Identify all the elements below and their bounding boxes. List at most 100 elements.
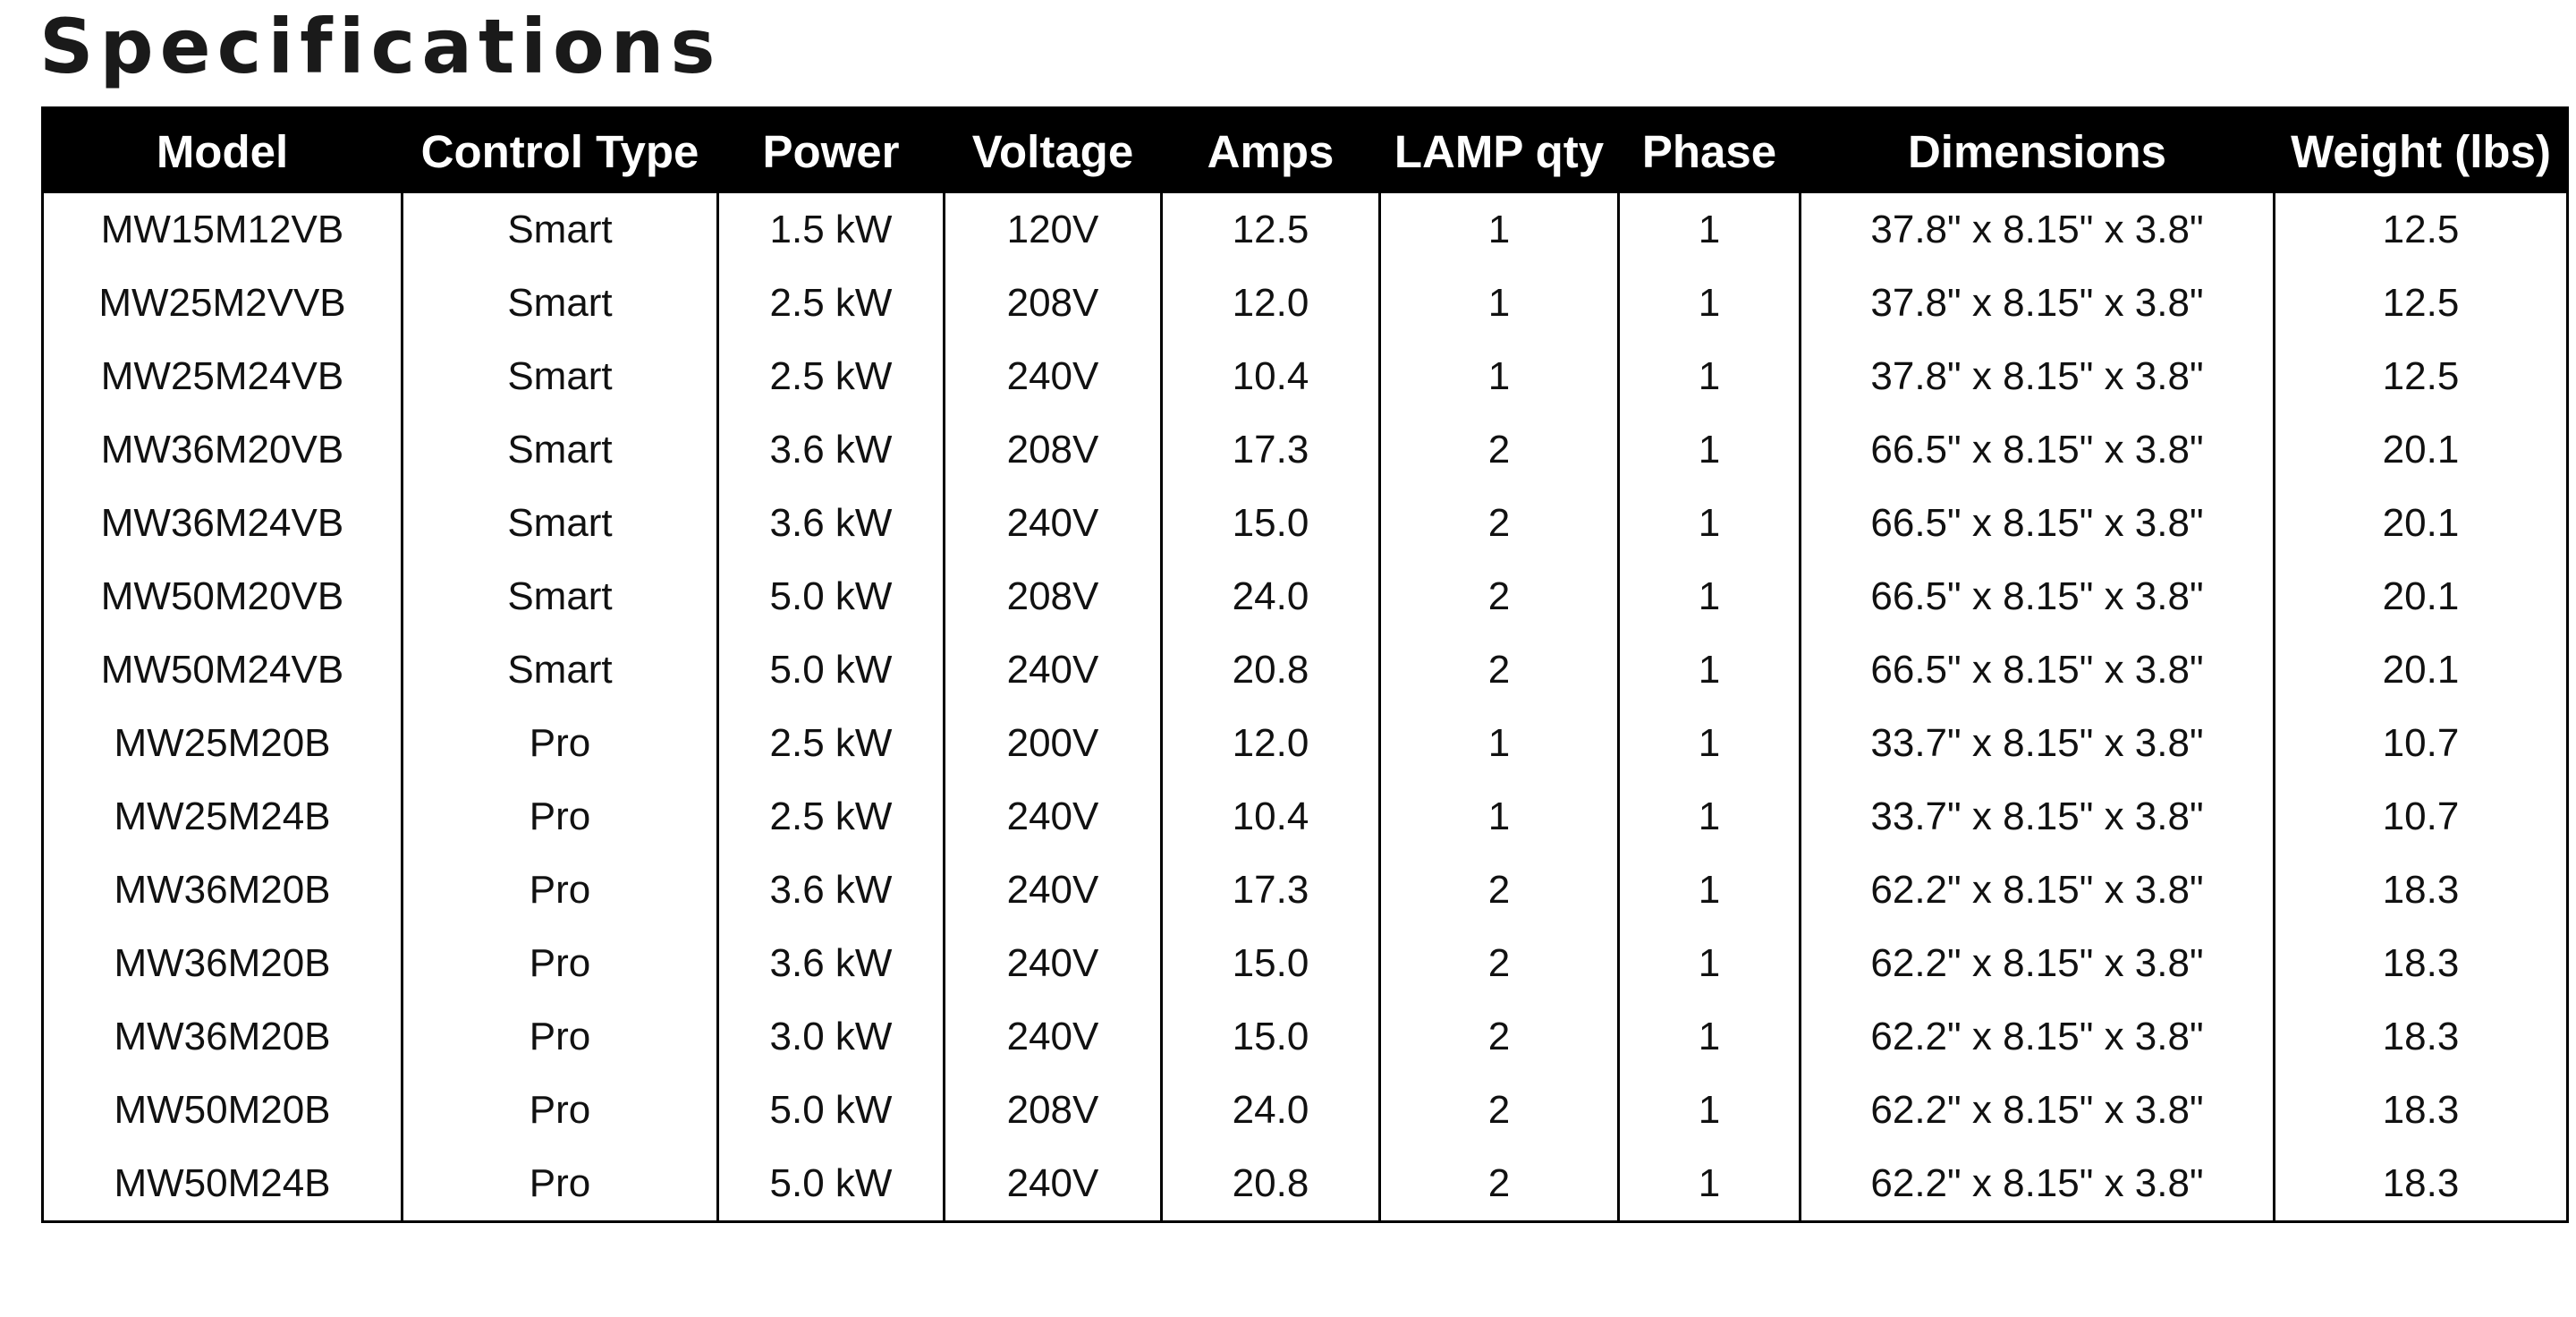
table-cell: 208V [943, 267, 1162, 340]
table-cell: 1 [1378, 707, 1619, 780]
table-cell: 12.5 [1160, 193, 1380, 267]
table-cell: 10.4 [1160, 340, 1380, 413]
column-header: Amps [1160, 107, 1380, 193]
table-cell: 24.0 [1160, 1074, 1380, 1147]
table-cell: Smart [401, 560, 718, 633]
table-cell: MW36M20B [41, 854, 402, 927]
column-header: Dimensions [1799, 107, 2275, 193]
table-cell: 208V [943, 413, 1162, 487]
table-cell: 33.7" x 8.15" x 3.8" [1799, 780, 2275, 854]
table-cell: 2.5 kW [716, 707, 945, 780]
table-cell: 2 [1378, 560, 1619, 633]
table-cell: Pro [401, 854, 718, 927]
table-cell: MW36M20B [41, 927, 402, 1000]
column-header: Weight (lbs) [2273, 107, 2568, 193]
table-cell: 20.1 [2273, 413, 2568, 487]
table-cell: 2 [1378, 854, 1619, 927]
table-cell: 1 [1617, 193, 1801, 267]
table-cell: Pro [401, 1074, 718, 1147]
table-row: MW36M20B Pro 3.6 kW 240V 17.3 2 1 62.2" x 8.15"… [41, 854, 2568, 927]
table-cell: 5.0 kW [716, 1074, 945, 1147]
table-cell: Pro [401, 927, 718, 1000]
table-cell: 66.5" x 8.15" x 3.8" [1799, 487, 2275, 560]
table-cell: 1 [1617, 560, 1801, 633]
table-cell: Smart [401, 267, 718, 340]
table-cell: Smart [401, 487, 718, 560]
column-header: Model [41, 107, 402, 193]
table-cell: 1 [1378, 193, 1619, 267]
table-cell: 1 [1617, 633, 1801, 707]
table-cell: 24.0 [1160, 560, 1380, 633]
table-row: MW50M24VB Smart 5.0 kW 240V 20.8 2 1 66.5" x 8.… [41, 633, 2568, 707]
table-cell: 1 [1617, 854, 1801, 927]
table-body: MW15M12VB Smart 1.5 kW 120V 12.5 1 1 37.8" x 8.… [41, 193, 2568, 1222]
table-cell: 12.0 [1160, 267, 1380, 340]
table-cell: 62.2" x 8.15" x 3.8" [1799, 854, 2275, 927]
table-cell: 1 [1378, 780, 1619, 854]
table-cell: 17.3 [1160, 854, 1380, 927]
table-cell: Pro [401, 1000, 718, 1074]
table-cell: 3.6 kW [716, 413, 945, 487]
table-cell: 1 [1378, 267, 1619, 340]
table-cell: 62.2" x 8.15" x 3.8" [1799, 927, 2275, 1000]
spec-table: Model Control Type Power Voltage Amps LAMP qt… [41, 106, 2569, 1223]
table-cell: MW25M2VVB [41, 267, 402, 340]
table-cell: 1 [1378, 340, 1619, 413]
table-cell: 20.8 [1160, 633, 1380, 707]
table-cell: Pro [401, 707, 718, 780]
table-cell: MW25M20B [41, 707, 402, 780]
table-cell: 240V [943, 780, 1162, 854]
table-cell: Smart [401, 340, 718, 413]
table-row: MW50M20B Pro 5.0 kW 208V 24.0 2 1 62.2" x 8.15"… [41, 1074, 2568, 1147]
table-cell: 3.6 kW [716, 854, 945, 927]
table-cell: 15.0 [1160, 1000, 1380, 1074]
table-cell: 1 [1617, 1000, 1801, 1074]
table-row: MW50M20VB Smart 5.0 kW 208V 24.0 2 1 66.5" x 8.… [41, 560, 2568, 633]
table-cell: 12.5 [2273, 193, 2568, 267]
table-cell: MW50M20VB [41, 560, 402, 633]
table-cell: 2.5 kW [716, 780, 945, 854]
table-cell: 12.0 [1160, 707, 1380, 780]
table-cell: 2.5 kW [716, 267, 945, 340]
table-cell: 2 [1378, 487, 1619, 560]
table-row: MW25M20B Pro 2.5 kW 200V 12.0 1 1 33.7" x 8.15"… [41, 707, 2568, 780]
table-cell: 1 [1617, 927, 1801, 1000]
table-cell: 240V [943, 854, 1162, 927]
table-cell: MW36M24VB [41, 487, 402, 560]
table-cell: 62.2" x 8.15" x 3.8" [1799, 1000, 2275, 1074]
table-cell: Smart [401, 413, 718, 487]
table-cell: 66.5" x 8.15" x 3.8" [1799, 413, 2275, 487]
table-cell: 12.5 [2273, 340, 2568, 413]
table-row: MW36M20B Pro 3.6 kW 240V 15.0 2 1 62.2" x 8.15"… [41, 927, 2568, 1000]
table-cell: 66.5" x 8.15" x 3.8" [1799, 560, 2275, 633]
column-header: Control Type [401, 107, 718, 193]
table-cell: 1 [1617, 487, 1801, 560]
column-header: LAMP qty [1378, 107, 1619, 193]
table-cell: 10.4 [1160, 780, 1380, 854]
table-cell: MW25M24VB [41, 340, 402, 413]
table-cell: Pro [401, 780, 718, 854]
table-cell: 18.3 [2273, 854, 2568, 927]
table-cell: MW36M20VB [41, 413, 402, 487]
table-row: MW25M24VB Smart 2.5 kW 240V 10.4 1 1 37.8" x 8.… [41, 340, 2568, 413]
table-cell: 66.5" x 8.15" x 3.8" [1799, 633, 2275, 707]
table-cell: 10.7 [2273, 780, 2568, 854]
table-cell: 2 [1378, 633, 1619, 707]
table-cell: 20.1 [2273, 560, 2568, 633]
table-cell: 62.2" x 8.15" x 3.8" [1799, 1074, 2275, 1147]
table-cell: 1 [1617, 1074, 1801, 1147]
table-cell: 3.0 kW [716, 1000, 945, 1074]
table-cell: 1.5 kW [716, 193, 945, 267]
column-header: Power [716, 107, 945, 193]
table-cell: 1 [1617, 267, 1801, 340]
table-cell: 15.0 [1160, 927, 1380, 1000]
table-cell: 200V [943, 707, 1162, 780]
table-cell: Smart [401, 193, 718, 267]
table-cell: 1 [1617, 780, 1801, 854]
table-cell: 18.3 [2273, 1074, 2568, 1147]
table-cell: 33.7" x 8.15" x 3.8" [1799, 707, 2275, 780]
table-cell: 37.8" x 8.15" x 3.8" [1799, 340, 2275, 413]
table-cell: 37.8" x 8.15" x 3.8" [1799, 193, 2275, 267]
table-cell: 240V [943, 927, 1162, 1000]
table-cell: MW36M20B [41, 1000, 402, 1074]
